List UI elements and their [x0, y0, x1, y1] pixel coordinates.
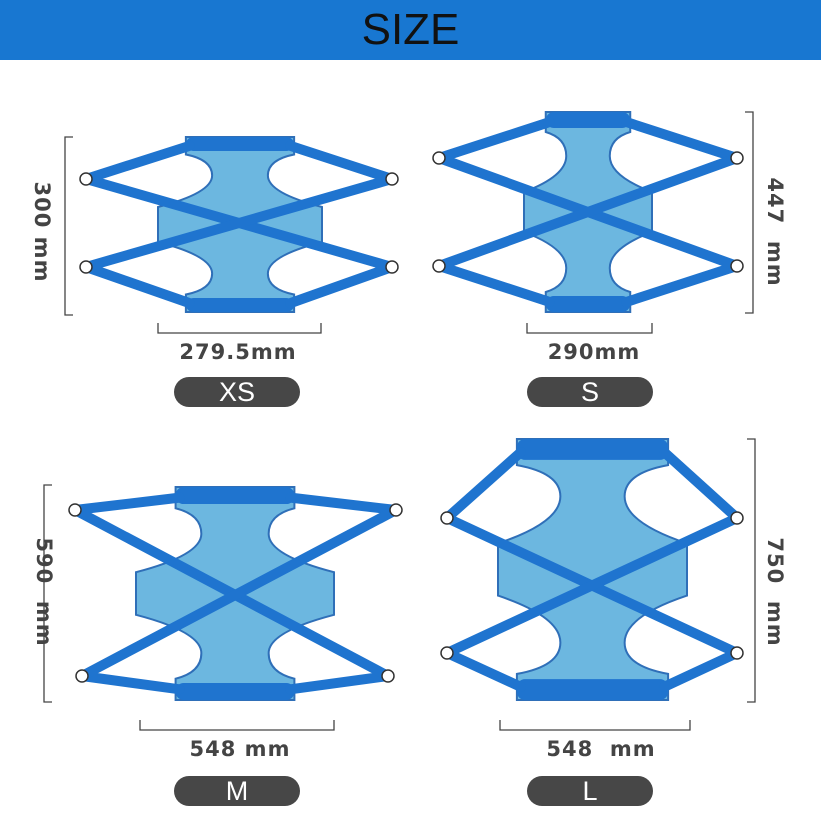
ring-icon — [440, 511, 454, 525]
cross-strap — [81, 174, 397, 272]
strap — [285, 671, 393, 695]
ring-icon — [381, 669, 395, 683]
height-bracket — [64, 136, 73, 316]
top-band — [516, 439, 669, 460]
width-bracket — [499, 720, 691, 731]
xs-size-badge: XS — [174, 377, 300, 407]
bottom-band — [185, 298, 295, 312]
harness-body — [497, 438, 688, 701]
cross-strap — [77, 505, 401, 681]
ring-icon — [432, 151, 446, 165]
ring-icon — [385, 172, 399, 186]
top-band — [175, 487, 295, 505]
strap — [659, 447, 742, 523]
ring-icon — [79, 172, 93, 186]
ring-icon — [440, 646, 454, 660]
header-banner: SIZE — [0, 0, 821, 60]
m-width-label: 548 mm — [189, 737, 291, 761]
s-height-label: 447 mm — [763, 177, 787, 287]
height-bracket — [43, 484, 52, 703]
strap — [442, 648, 526, 692]
height-bracket — [747, 438, 756, 703]
l-harness-diagram — [440, 438, 756, 731]
bottom-band — [545, 296, 631, 312]
l-size-badge: L — [527, 776, 653, 806]
height-bracket — [745, 111, 754, 314]
strap — [81, 140, 195, 184]
strap — [285, 492, 401, 515]
s-size-badge: S — [527, 377, 653, 407]
bottom-band — [516, 679, 669, 700]
cross-strap — [442, 513, 742, 658]
top-band — [185, 137, 295, 151]
l-height-label: 750 mm — [763, 537, 787, 647]
strap — [621, 117, 742, 163]
strap — [434, 261, 555, 307]
ring-icon — [79, 260, 93, 274]
strap — [621, 261, 742, 307]
strap — [77, 671, 185, 695]
strap — [442, 447, 526, 523]
ring-icon — [730, 259, 744, 273]
ring-icon — [730, 151, 744, 165]
cross-strap — [434, 153, 742, 271]
strap — [285, 262, 397, 309]
width-bracket — [526, 323, 653, 334]
s-width-label: 290mm — [547, 340, 641, 364]
width-bracket — [157, 323, 322, 334]
s-harness-diagram — [432, 111, 754, 334]
m-size-badge: M — [174, 776, 300, 806]
xs-harness-diagram — [64, 136, 399, 334]
m-harness-diagram — [43, 484, 403, 731]
ring-icon — [730, 646, 744, 660]
bottom-band — [175, 682, 295, 700]
ring-icon — [389, 503, 403, 517]
ring-icon — [385, 260, 399, 274]
page-title: SIZE — [361, 5, 460, 54]
xs-height-label: 300 mm — [30, 181, 54, 283]
ring-icon — [432, 259, 446, 273]
strap — [659, 648, 742, 692]
ring-icon — [75, 669, 89, 683]
ring-icon — [68, 503, 82, 517]
top-band — [545, 112, 631, 128]
strap — [434, 117, 555, 163]
strap — [285, 140, 397, 184]
ring-icon — [730, 511, 744, 525]
strap — [70, 492, 185, 515]
xs-width-label: 279.5mm — [179, 340, 297, 364]
width-bracket — [139, 720, 335, 731]
l-width-label: 548 mm — [546, 737, 656, 761]
strap — [81, 262, 195, 309]
m-height-label: 590 mm — [32, 537, 56, 647]
